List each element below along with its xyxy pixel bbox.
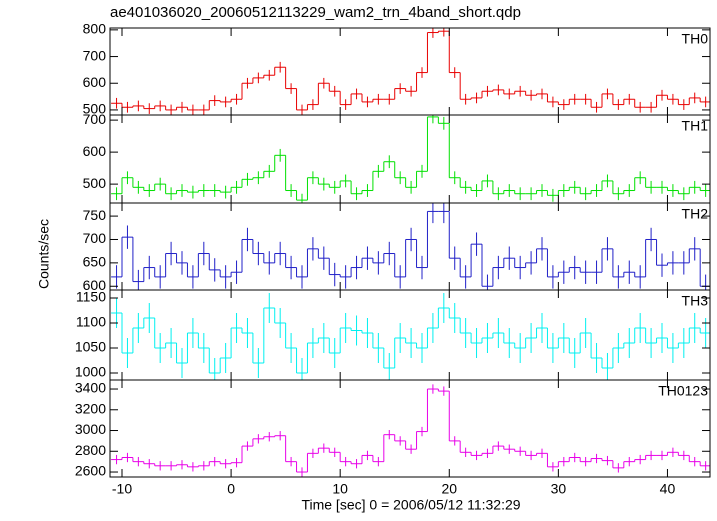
y-tick-label: 3400 bbox=[75, 380, 106, 396]
y-tick-label: 1150 bbox=[76, 289, 106, 305]
panel-label: TH0 bbox=[682, 31, 709, 47]
y-tick-label: 1000 bbox=[75, 364, 106, 380]
x-tick-label: 30 bbox=[551, 481, 567, 497]
panel bbox=[111, 115, 710, 203]
x-tick-label: 40 bbox=[660, 481, 676, 497]
y-tick-label: 500 bbox=[83, 175, 107, 191]
y-tick-label: 2800 bbox=[75, 442, 106, 458]
panel-frame bbox=[109, 379, 711, 478]
x-tick-label: 0 bbox=[227, 481, 235, 497]
y-tick-label: 2600 bbox=[75, 463, 106, 479]
panel bbox=[111, 384, 710, 477]
panel bbox=[111, 28, 710, 115]
y-tick-label: 3000 bbox=[75, 421, 106, 437]
panel-frame bbox=[109, 289, 711, 381]
panel-label: TH2 bbox=[682, 206, 709, 222]
panel bbox=[111, 293, 710, 380]
panel-label: TH1 bbox=[682, 118, 709, 134]
y-tick-label: 700 bbox=[83, 111, 107, 127]
panel-frame bbox=[109, 27, 711, 116]
panel-label: TH0123 bbox=[658, 383, 708, 399]
y-tick-label: 500 bbox=[83, 101, 107, 117]
y-tick-label: 600 bbox=[83, 74, 107, 90]
y-tick-label: 800 bbox=[83, 21, 107, 37]
y-tick-label: 1100 bbox=[76, 314, 106, 330]
x-tick-label: -10 bbox=[112, 481, 132, 497]
panel bbox=[111, 203, 710, 290]
y-tick-label: 600 bbox=[83, 277, 107, 293]
y-tick-label: 3200 bbox=[75, 400, 106, 416]
y-tick-label: 600 bbox=[83, 143, 107, 159]
panel-frame bbox=[109, 114, 711, 204]
y-tick-label: 700 bbox=[83, 47, 107, 63]
y-axis-label: Counts/sec bbox=[36, 219, 52, 289]
y-tick-label: 650 bbox=[83, 254, 107, 270]
x-tick-label: 20 bbox=[441, 481, 457, 497]
chart-title: ae401036020_20060512113229_wam2_trn_4ban… bbox=[110, 4, 521, 21]
y-tick-label: 1050 bbox=[75, 339, 106, 355]
y-tick-label: 750 bbox=[83, 207, 107, 223]
x-axis-label: Time [sec] 0 = 2006/05/12 11:32:29 bbox=[301, 497, 520, 513]
x-tick-label: 10 bbox=[332, 481, 348, 497]
y-tick-label: 700 bbox=[83, 230, 107, 246]
panel-label: TH3 bbox=[682, 293, 709, 309]
